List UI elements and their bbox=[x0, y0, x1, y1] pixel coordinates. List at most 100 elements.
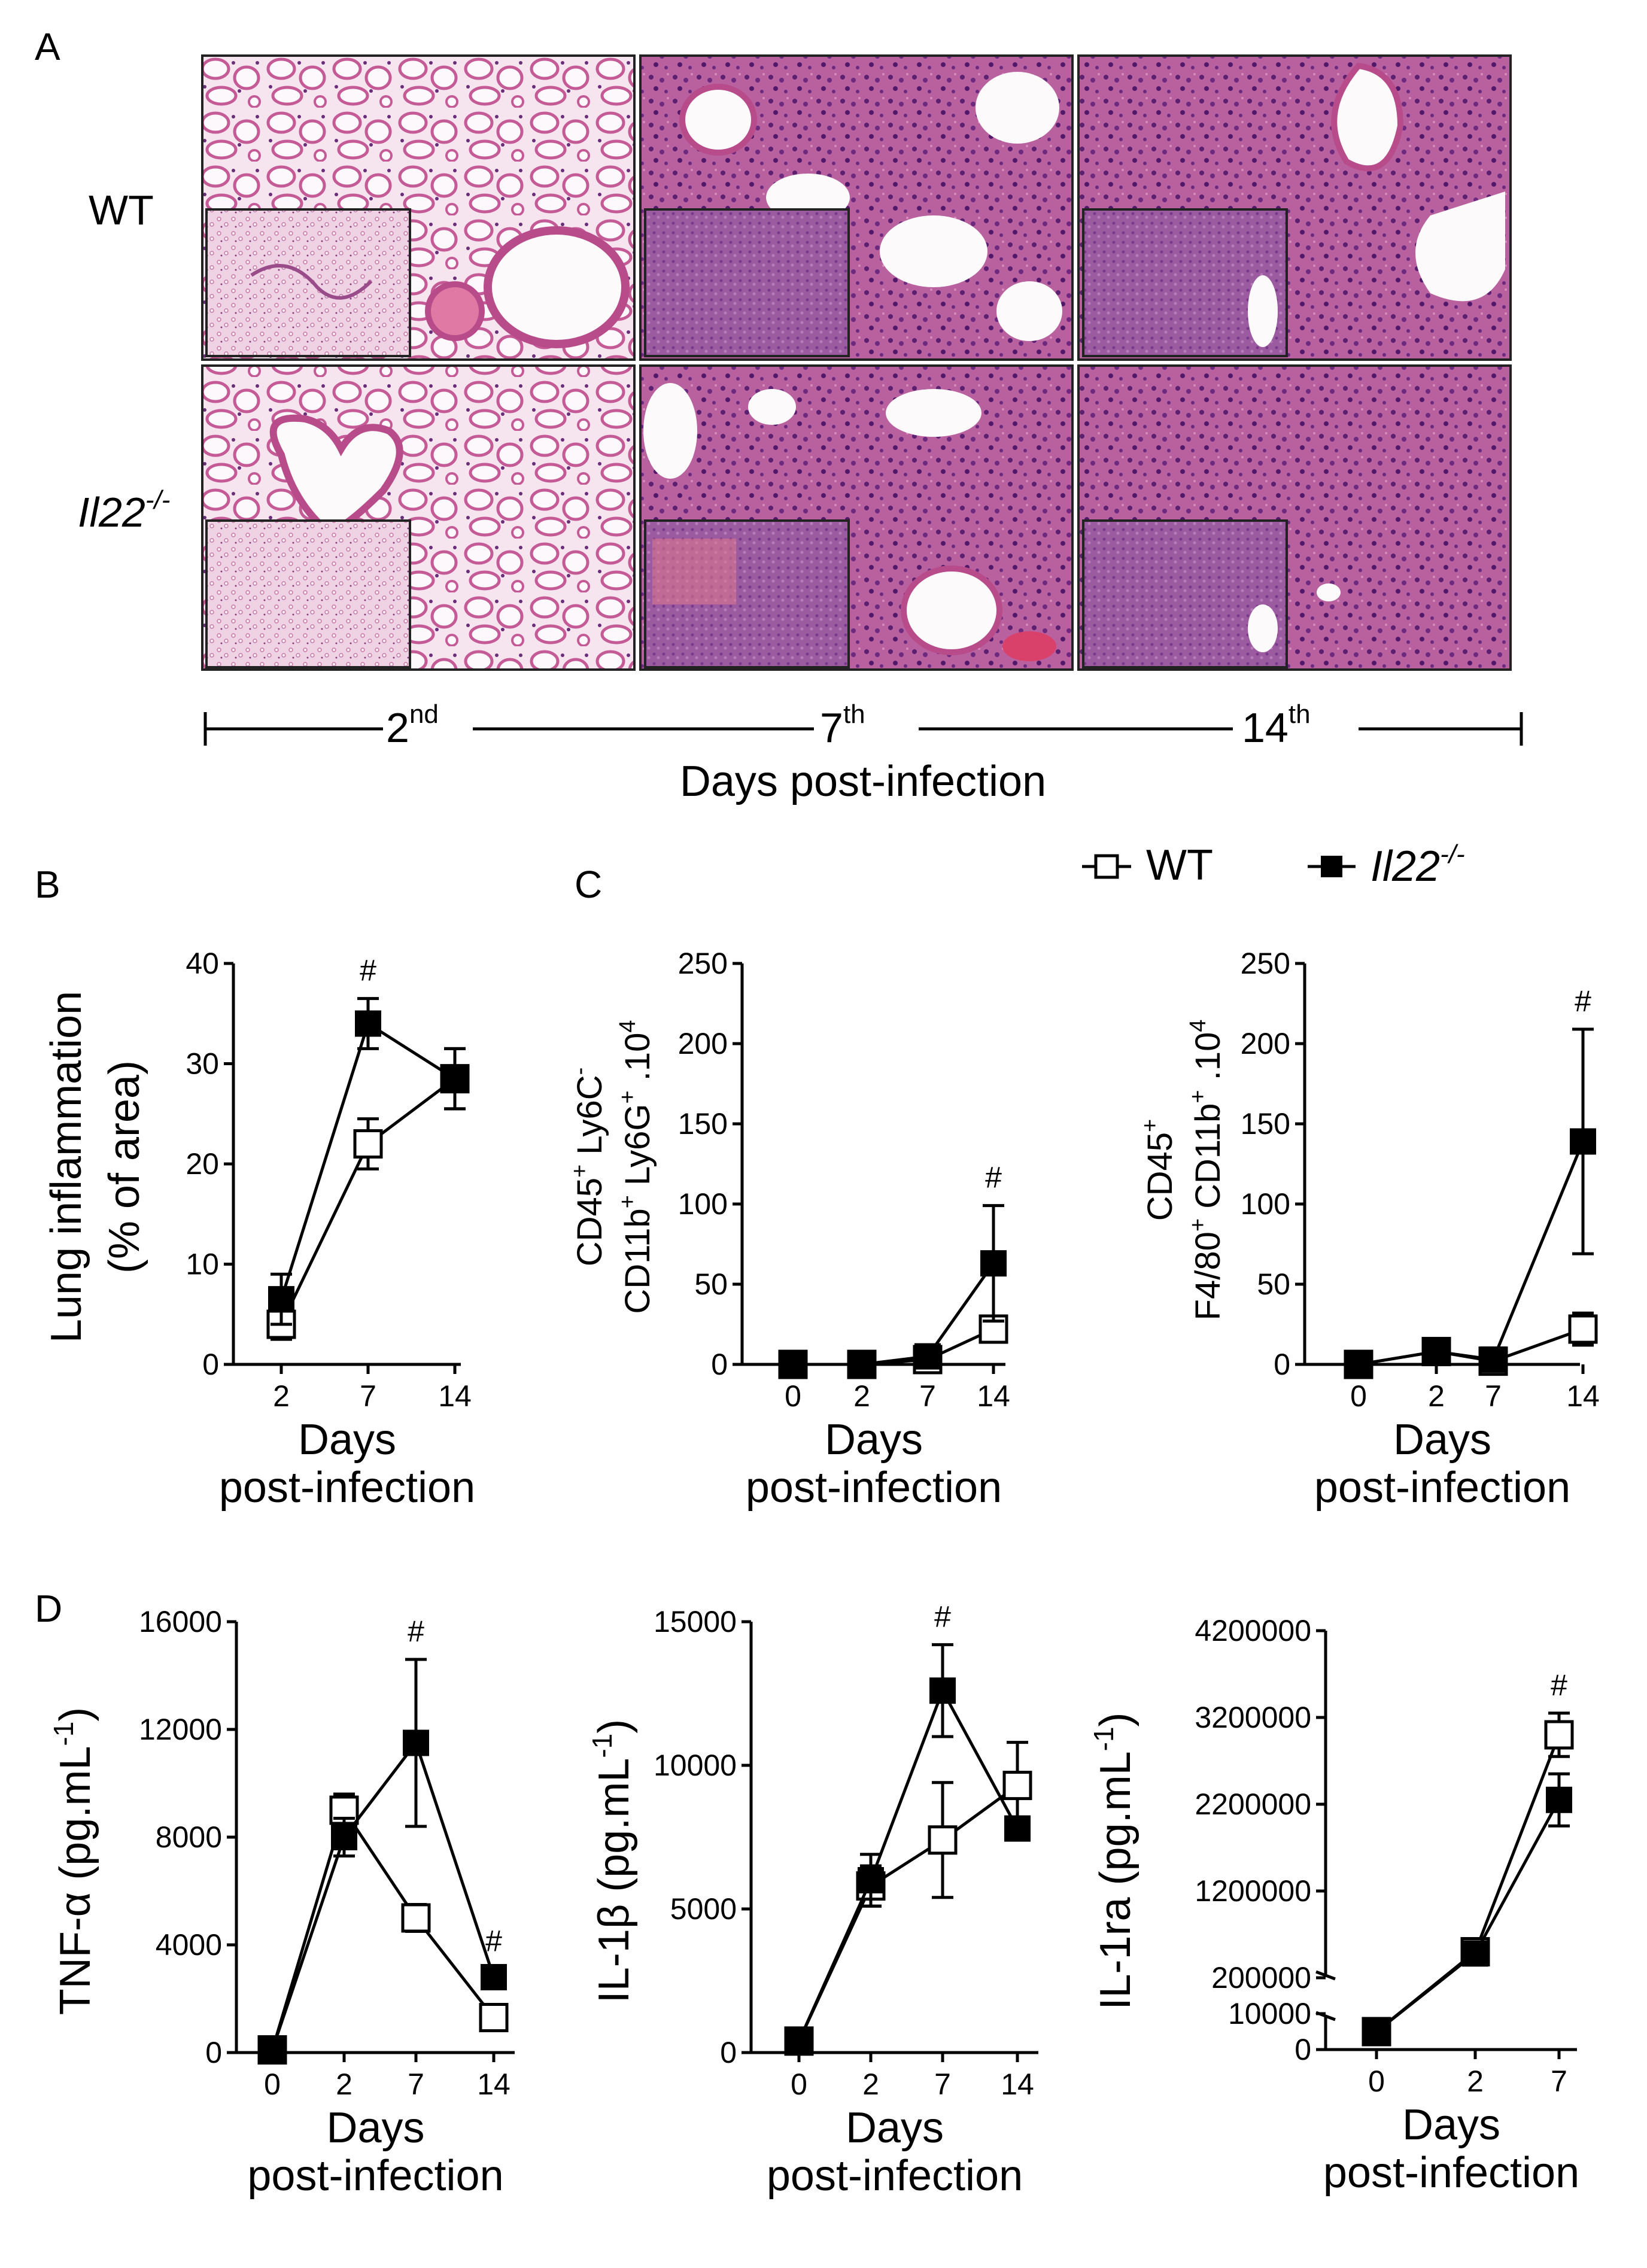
ylabel-d1: TNF-α (pg.mL-1) bbox=[48, 1707, 99, 2015]
x-axis-label-line1: Days bbox=[846, 2104, 944, 2152]
y-tick-label: 0 bbox=[1274, 1348, 1290, 1381]
micrograph-grid bbox=[201, 54, 1512, 671]
x-axis-label-line2: post-infection bbox=[1314, 1464, 1570, 1512]
data-point-il22 bbox=[1363, 2018, 1390, 2045]
y-tick-label: 12000 bbox=[139, 1713, 222, 1746]
significance-mark: # bbox=[1551, 1668, 1567, 1702]
micrograph-wt-day2 bbox=[201, 54, 636, 361]
x-tick-label: 0 bbox=[791, 2068, 807, 2101]
data-point-il22 bbox=[1570, 1128, 1596, 1155]
data-point-il22 bbox=[268, 1286, 294, 1313]
x-tick-label: 2 bbox=[1428, 1379, 1445, 1413]
data-point-il22 bbox=[1004, 1815, 1031, 1842]
x-axis-label-line2: post-infection bbox=[767, 2152, 1023, 2200]
data-point-il22 bbox=[1462, 1940, 1488, 1967]
data-point-il22 bbox=[1546, 1786, 1572, 1813]
y-tick-label: 10000 bbox=[1228, 1997, 1311, 2030]
data-point-wt bbox=[1568, 1314, 1598, 1344]
y-tick-label: 200000 bbox=[1211, 1961, 1311, 1995]
panel-label-c: C bbox=[575, 863, 602, 906]
data-point-wt bbox=[479, 2003, 509, 2032]
y-tick-label: 0 bbox=[1294, 2033, 1311, 2066]
data-point-wt bbox=[928, 1825, 958, 1855]
significance-mark: # bbox=[485, 1925, 502, 1958]
ylabel-c1-line1: CD45+ Ly6C- bbox=[567, 1068, 609, 1267]
series-line-wt bbox=[1375, 1734, 1561, 2033]
y-tick-label: 10 bbox=[186, 1248, 219, 1281]
x-tick-label: 2 bbox=[336, 2068, 353, 2101]
x-axis-label-line1: Days bbox=[825, 1416, 923, 1464]
x-tick-label: 0 bbox=[264, 2068, 281, 2101]
series-line-il22 bbox=[1358, 1141, 1585, 1366]
timeline-day2: 2nd bbox=[386, 700, 439, 751]
x-tick-label: 2 bbox=[273, 1379, 290, 1413]
data-point-wt bbox=[353, 1129, 383, 1159]
x-axis-label-line2: post-infection bbox=[1323, 2149, 1579, 2197]
timeline-day7: 7th bbox=[820, 700, 865, 751]
y-tick-label: 8000 bbox=[156, 1820, 222, 1854]
data-point-il22 bbox=[442, 1065, 468, 1092]
series-line-il22 bbox=[793, 1262, 995, 1366]
series-line-wt bbox=[797, 1784, 1019, 2042]
x-axis-label-line1: Days bbox=[1393, 1416, 1491, 1464]
y-tick-label: 100 bbox=[678, 1187, 728, 1221]
row-label-il22: Il22-/- bbox=[78, 485, 170, 536]
x-axis-label-line2: post-infection bbox=[746, 1464, 1002, 1512]
y-tick-label: 4200000 bbox=[1195, 1614, 1311, 1647]
x-tick-label: 0 bbox=[785, 1379, 801, 1413]
data-point-il22 bbox=[858, 1867, 884, 1893]
significance-mark: # bbox=[934, 1600, 951, 1633]
y-tick-label: 0 bbox=[711, 1348, 728, 1381]
timeline-title: Days post-infection bbox=[680, 758, 1046, 805]
micrograph-wt-day7 bbox=[639, 54, 1074, 361]
y-tick-label: 2200000 bbox=[1195, 1787, 1311, 1821]
ylabel-d2: IL-1β (pg.mL-1) bbox=[587, 1719, 638, 2003]
y-tick-label: 150 bbox=[1241, 1107, 1290, 1141]
series-line-il22 bbox=[271, 1740, 496, 2051]
significance-mark: # bbox=[1575, 984, 1591, 1018]
chart-il1-ra: 0100002000001200000220000032000004200000… bbox=[1195, 1614, 1579, 2197]
y-tick-label: 200 bbox=[678, 1027, 728, 1060]
x-axis-label-line1: Days bbox=[326, 2104, 424, 2152]
y-tick-label: 1200000 bbox=[1195, 1874, 1311, 1908]
data-point-il22 bbox=[980, 1250, 1007, 1277]
y-tick-label: 50 bbox=[694, 1267, 728, 1301]
y-tick-label: 50 bbox=[1257, 1267, 1290, 1301]
x-tick-label: 7 bbox=[1485, 1379, 1502, 1413]
significance-mark: # bbox=[360, 954, 376, 987]
y-tick-label: 40 bbox=[186, 947, 219, 980]
y-tick-label: 20 bbox=[186, 1147, 219, 1181]
x-tick-label: 14 bbox=[477, 2068, 510, 2101]
y-tick-label: 200 bbox=[1241, 1027, 1290, 1060]
data-point-il22 bbox=[355, 1010, 381, 1037]
x-tick-label: 7 bbox=[1551, 2065, 1567, 2098]
data-point-il22 bbox=[481, 1964, 507, 1990]
ylabel-c2-line2: F4/80+ CD11b+ .104 bbox=[1186, 1020, 1227, 1321]
legend-wt-marker bbox=[1094, 854, 1119, 879]
x-tick-label: 0 bbox=[1350, 1379, 1367, 1413]
x-tick-label: 14 bbox=[1001, 2068, 1034, 2101]
y-tick-label: 250 bbox=[678, 947, 728, 980]
panel-label-d: D bbox=[35, 1587, 62, 1630]
row-label-il22-sup: -/- bbox=[145, 485, 171, 515]
y-tick-label: 0 bbox=[720, 2036, 737, 2069]
data-point-il22 bbox=[786, 2027, 812, 2054]
timeline-day14: 14th bbox=[1242, 700, 1311, 751]
timeline: 2nd 7th 14th Days post-infection bbox=[203, 700, 1523, 805]
row-label-il22-base: Il22 bbox=[78, 489, 145, 536]
x-axis-label-line1: Days bbox=[1402, 2101, 1500, 2149]
y-tick-label: 10000 bbox=[654, 1749, 737, 1782]
row-label-wt: WT bbox=[89, 187, 154, 233]
ylabel-c1-line2: CD11b+ Ly6G+ .104 bbox=[615, 1020, 657, 1314]
x-tick-label: 2 bbox=[853, 1379, 870, 1413]
series-line-wt bbox=[279, 1077, 456, 1325]
x-axis-label-line2: post-infection bbox=[219, 1464, 475, 1512]
data-point-il22 bbox=[849, 1351, 875, 1378]
x-tick-label: 2 bbox=[1467, 2065, 1484, 2098]
significance-mark: # bbox=[408, 1615, 424, 1648]
micrograph-il22-day14 bbox=[1077, 364, 1512, 671]
series-line-il22 bbox=[1375, 1799, 1561, 2033]
